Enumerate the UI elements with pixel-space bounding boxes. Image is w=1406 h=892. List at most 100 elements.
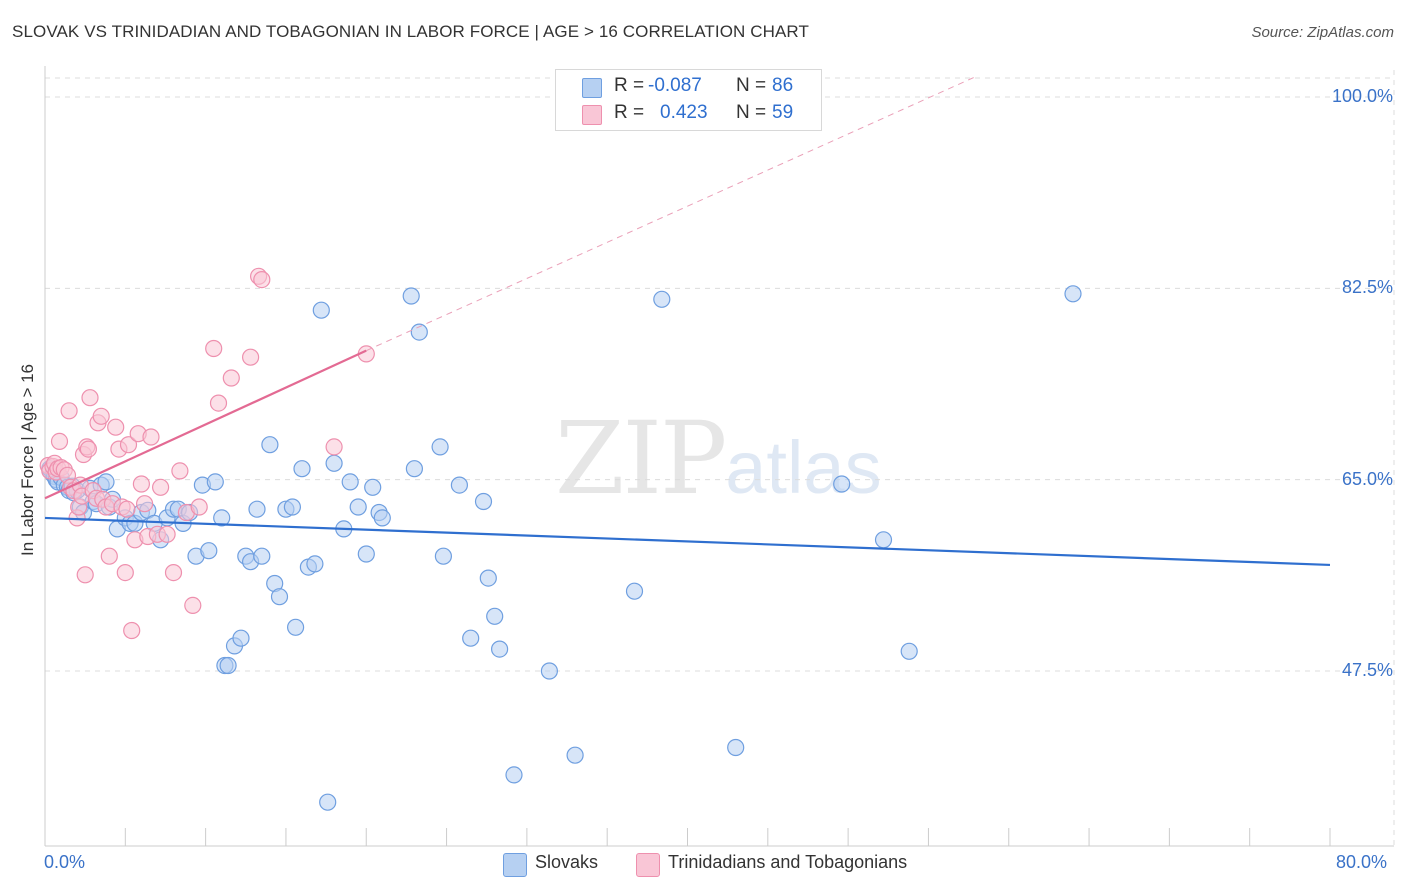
- legend-r-value: 0.423: [660, 102, 708, 123]
- data-point: [410, 323, 428, 341]
- data-point: [209, 394, 228, 412]
- data-point: [171, 462, 189, 480]
- data-point: [242, 348, 260, 366]
- data-point: [76, 566, 94, 584]
- data-point: [325, 454, 343, 472]
- data-point: [325, 438, 343, 456]
- data-point: [270, 588, 289, 606]
- y-tick-label: 65.0%: [1341, 468, 1393, 489]
- data-point: [253, 547, 271, 565]
- data-point: [116, 563, 134, 582]
- data-point: [486, 607, 504, 625]
- data-point: [491, 640, 509, 658]
- data-point: [164, 563, 183, 582]
- bottom-legend-swatch-slovaks: [503, 853, 527, 877]
- data-point: [200, 542, 218, 560]
- data-point: [136, 495, 154, 513]
- data-point: [566, 746, 584, 764]
- data-point: [261, 436, 279, 454]
- data-point: [60, 402, 78, 420]
- data-point: [312, 301, 330, 319]
- watermark-zip: ZIP: [555, 400, 727, 517]
- legend-n-value: 59: [772, 102, 794, 123]
- trend-line-extension: [366, 75, 977, 352]
- data-point: [222, 369, 240, 387]
- data-point: [479, 569, 497, 587]
- watermark: ZIPatlas: [555, 400, 882, 517]
- data-point: [152, 478, 170, 496]
- legend-n-label: N =: [736, 75, 767, 96]
- x-tick-label-min: 0.0%: [44, 852, 86, 872]
- data-point: [213, 509, 231, 527]
- bottom-legend-swatch-trinidadians: [636, 853, 660, 877]
- data-point: [357, 545, 375, 563]
- data-point: [119, 436, 138, 454]
- data-point: [540, 662, 559, 680]
- data-point: [402, 287, 420, 305]
- bottom-legend-label-slovaks: Slovaks: [535, 852, 599, 872]
- data-point: [364, 478, 382, 496]
- data-point: [248, 500, 266, 518]
- data-point: [293, 460, 311, 478]
- data-point: [158, 525, 176, 543]
- data-point: [206, 473, 224, 491]
- data-point: [92, 407, 110, 425]
- data-point: [81, 389, 99, 407]
- grid-lines: [45, 70, 1395, 846]
- data-point: [107, 418, 125, 436]
- trend-line: [44, 349, 367, 500]
- correlation-legend: R = -0.087 N = 86 R = 0.423 N = 59: [555, 69, 822, 131]
- bottom-legend-label-trinidadians: Trinidadians and Tobagonians: [668, 852, 908, 872]
- data-point: [190, 498, 208, 516]
- data-point: [123, 621, 141, 640]
- data-point: [341, 473, 359, 491]
- data-point: [1064, 285, 1082, 303]
- trend-line: [44, 516, 1331, 567]
- data-point: [450, 476, 468, 494]
- legend-swatch-trinidadians: [582, 105, 602, 125]
- data-point: [833, 475, 851, 493]
- data-point: [474, 492, 493, 511]
- y-tick-label: 47.5%: [1341, 660, 1393, 680]
- data-point: [232, 629, 250, 647]
- watermark-atlas: atlas: [725, 426, 882, 509]
- legend-r-label: R =: [614, 75, 645, 96]
- data-point: [100, 547, 118, 565]
- y-axis-label: In Labor Force | Age > 16: [18, 363, 37, 557]
- trend-lines: [44, 75, 1331, 567]
- data-point: [283, 498, 301, 516]
- data-point: [653, 290, 671, 308]
- legend-r-value: -0.087: [648, 75, 702, 96]
- data-point: [505, 766, 523, 784]
- data-point: [97, 473, 115, 491]
- data-point: [434, 547, 452, 565]
- y-tick-label: 82.5%: [1341, 277, 1393, 298]
- y-tick-label: 100.0%: [1331, 86, 1393, 106]
- data-point: [287, 618, 305, 636]
- data-point: [50, 432, 69, 450]
- data-point: [184, 596, 202, 615]
- data-point: [79, 440, 98, 458]
- series-trinidadians-points: [39, 267, 375, 640]
- data-point: [431, 438, 449, 456]
- data-point: [118, 500, 136, 518]
- data-point: [874, 531, 893, 549]
- data-point: [727, 738, 745, 757]
- data-point: [219, 656, 237, 675]
- data-point: [625, 582, 644, 600]
- series-slovaks-points: [41, 285, 1082, 811]
- data-point: [142, 428, 160, 446]
- data-point: [405, 460, 423, 478]
- x-tick-label-max: 80.0%: [1336, 852, 1388, 872]
- data-point: [306, 555, 324, 573]
- axes: [44, 66, 1394, 847]
- data-point: [462, 629, 480, 647]
- legend-r-label: R =: [614, 102, 645, 123]
- data-point: [349, 498, 367, 516]
- data-point: [373, 509, 391, 527]
- data-point: [319, 793, 337, 811]
- data-point: [205, 339, 223, 358]
- data-point: [132, 475, 150, 493]
- source-label: Source: ZipAtlas.com: [1251, 24, 1394, 41]
- legend-n-value: 86: [772, 75, 794, 96]
